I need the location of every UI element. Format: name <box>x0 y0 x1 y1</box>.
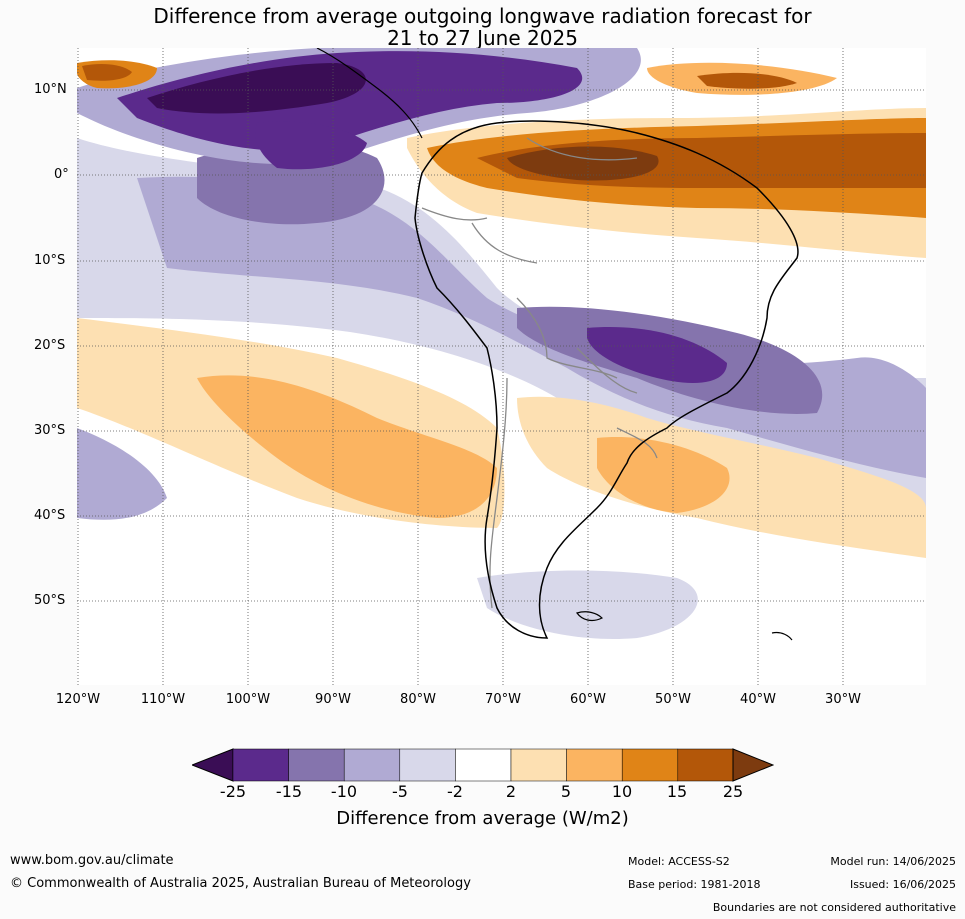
lat-label-0: 0° <box>54 167 69 182</box>
footer-model: Model: ACCESS-S2 <box>628 855 730 868</box>
map-title-line2: 21 to 27 June 2025 <box>387 26 578 50</box>
lon-label-70w: 70°W <box>485 692 521 707</box>
colorbar-tick-neg5: -5 <box>392 782 408 801</box>
lon-label-110w: 110°W <box>140 692 186 707</box>
colorbar-segment-below-25 <box>192 748 234 782</box>
anomaly-region-north-pacific-darkest-purple <box>147 63 366 114</box>
colorbar-tick-pos5: 5 <box>560 782 572 801</box>
south-america-coastline <box>414 120 799 639</box>
anomaly-region-south-pacific-orange <box>197 375 497 518</box>
colorbar-segment-above-25 <box>732 748 774 782</box>
border-venezuela-brazil <box>526 137 638 161</box>
border-peru-brazil <box>471 222 538 264</box>
colorbar-tick-neg15: -15 <box>275 782 303 801</box>
lon-label-80w: 80°W <box>400 692 436 707</box>
lat-label-10s: 10°S <box>34 253 66 268</box>
anomaly-region-northeast-brown <box>697 72 797 89</box>
border-bolivia <box>516 297 618 379</box>
olr-anomaly-map <box>77 48 926 685</box>
colorbar <box>192 748 774 782</box>
anomaly-region-caribbean-purple <box>255 121 367 170</box>
colorbar-tick-pos2: 2 <box>505 782 517 801</box>
lat-label-30s: 30°S <box>34 423 66 438</box>
colorbar-segment-25-15 <box>232 748 289 782</box>
footer-base-period: Base period: 1981-2018 <box>628 878 761 891</box>
country-borders <box>421 137 658 609</box>
map-title-line1: Difference from average outgoing longwav… <box>153 4 812 28</box>
anomaly-region-south-light-purple <box>477 570 698 639</box>
lon-label-40w: 40°W <box>740 692 776 707</box>
colorbar-segment-10-15 <box>621 748 679 782</box>
map-panel <box>77 48 926 685</box>
anomaly-region-brazil-dark-purple <box>587 327 727 383</box>
colorbar-segment-15-10 <box>288 748 345 782</box>
lat-label-40s: 40°S <box>34 508 66 523</box>
lon-label-60w: 60°W <box>570 692 606 707</box>
border-argentina-chile <box>489 377 508 609</box>
border-colombia-peru <box>421 207 488 221</box>
border-uruguay <box>616 427 658 459</box>
colorbar-label: Difference from average (W/m2) <box>336 808 629 829</box>
south-georgia-island <box>771 631 793 641</box>
lat-label-20s: 20°S <box>34 338 66 353</box>
colorbar-tick-pos25: 25 <box>722 782 744 801</box>
lat-label-50s: 50°S <box>34 593 66 608</box>
central-america-coastline <box>316 48 423 139</box>
footer-website-link[interactable]: www.bom.gov.au/climate <box>10 853 174 868</box>
map-gridlines <box>77 48 926 685</box>
colorbar-tick-neg25: -25 <box>219 782 247 801</box>
colorbar-segment-15-25 <box>677 748 734 782</box>
colorbar-tick-pos15: 15 <box>666 782 688 801</box>
lon-label-120w: 120°W <box>55 692 101 707</box>
lon-label-100w: 100°W <box>225 692 271 707</box>
footer-disclaimer: Boundaries are not considered authoritat… <box>712 901 956 914</box>
falkland-islands <box>576 611 604 622</box>
lon-label-50w: 50°W <box>655 692 691 707</box>
colorbar-segment-5-10 <box>566 748 623 782</box>
colorbar-tick-neg10: -10 <box>330 782 358 801</box>
anomaly-region-southwest-purple <box>77 428 167 520</box>
lon-label-30w: 30°W <box>825 692 861 707</box>
lat-label-10n: 10°N <box>34 82 67 97</box>
colorbar-segment-5-2 <box>399 748 456 782</box>
border-paraguay <box>576 347 638 394</box>
anomaly-region-northwest-brown <box>82 64 132 81</box>
colorbar-segment-10-5 <box>343 748 401 782</box>
footer-copyright: © Commonwealth of Australia 2025, Austra… <box>10 876 471 891</box>
colorbar-segment-2-5 <box>510 748 567 782</box>
anomaly-region-equatorial-dark-brown <box>507 146 659 181</box>
colorbar-tick-pos10: 10 <box>611 782 633 801</box>
lon-label-90w: 90°W <box>315 692 351 707</box>
footer-model-run: Model run: 14/06/2025 <box>830 855 956 868</box>
footer-issued: Issued: 16/06/2025 <box>849 878 956 891</box>
colorbar-segment-2-2 <box>455 748 512 782</box>
colorbar-tick-neg2: -2 <box>447 782 463 801</box>
